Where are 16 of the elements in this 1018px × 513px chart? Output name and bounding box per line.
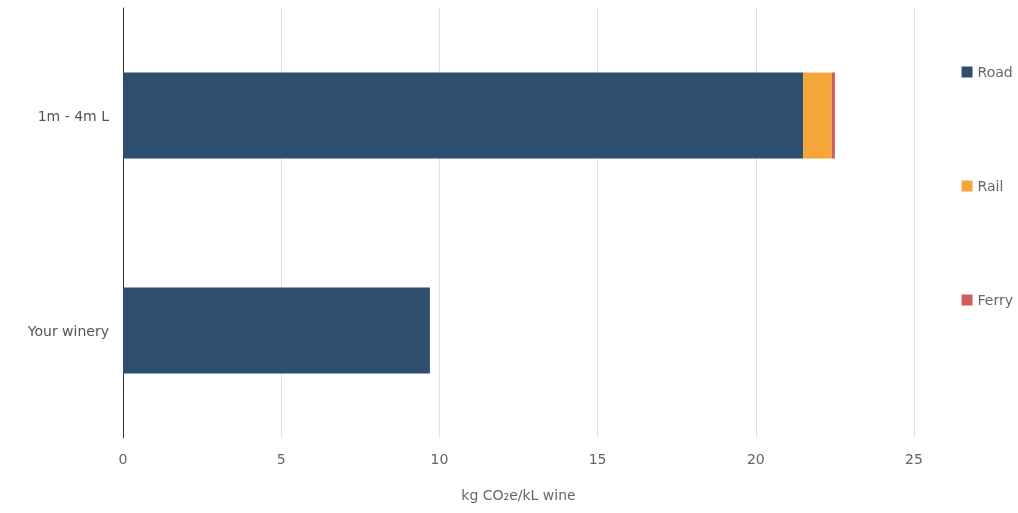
x-tick-label: 0 <box>118 451 128 467</box>
x-tick-label: 5 <box>276 451 286 467</box>
x-tick-label: 25 <box>905 451 923 467</box>
x-tick-label: 10 <box>430 451 449 467</box>
legend-label: Road <box>977 64 1013 80</box>
y-tick-label: 1m - 4m L <box>37 107 110 124</box>
legend-label: Ferry <box>977 292 1013 308</box>
bar <box>123 72 804 159</box>
x-axis-title: kg CO₂e/kL wine <box>461 487 576 503</box>
bar <box>803 72 832 159</box>
legend-label: Rail <box>977 178 1004 194</box>
x-tick-label: 15 <box>588 451 607 467</box>
bar <box>123 287 430 374</box>
bar <box>831 72 835 159</box>
y-tick-label: Your winery <box>26 322 109 339</box>
x-tick-label: 20 <box>746 451 765 467</box>
